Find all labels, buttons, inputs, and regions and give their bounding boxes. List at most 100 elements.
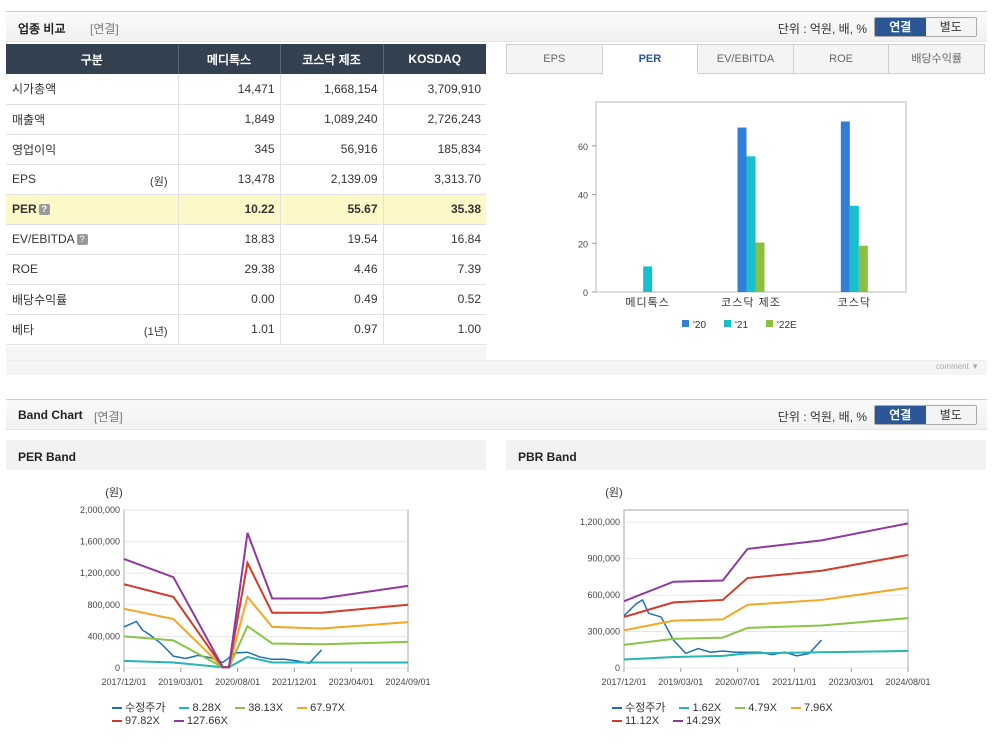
help-icon[interactable]: ?: [38, 204, 50, 216]
per-chart-panel: 0 20 40 60 메디톡스 코스닥 제조 코스닥 '20 '21 '22E: [506, 74, 985, 358]
table-row: 매출액 1,849 1,089,240 2,726,243: [6, 104, 486, 135]
unit-label: 단위 : 억원, 배, %: [777, 22, 867, 36]
tab-eps[interactable]: EPS: [507, 45, 603, 74]
x-tick-label: 2017/12/01: [101, 677, 146, 687]
legend-label: 127.66X: [186, 715, 228, 727]
legend-item: 11.12X: [612, 715, 659, 727]
row-unit: (1년): [143, 325, 168, 338]
help-icon[interactable]: ?: [76, 234, 88, 246]
cell-value: 1,089,240: [279, 104, 383, 135]
legend-item: 97.82X: [112, 715, 160, 727]
bar-0-1: [737, 127, 747, 292]
series-line-2: [623, 617, 909, 646]
legend-label: 14.29X: [686, 715, 721, 727]
tab-per[interactable]: PER: [602, 45, 699, 74]
cell-value: 10.22: [177, 194, 280, 225]
cell-value: 185,834: [382, 134, 486, 165]
y-tick-label: 1,200,000: [580, 517, 620, 527]
cell-value: 0.97: [279, 314, 383, 345]
row-label: 시가총액: [6, 74, 178, 105]
header-kosdaq: KOSDAQ: [383, 44, 486, 74]
cell-value: 16.84: [382, 224, 486, 255]
y-tick-label: 900,000: [587, 554, 620, 564]
consolidated-toggle: 연결 별도: [874, 17, 977, 37]
pbr-band-head: PBR Band: [506, 440, 986, 470]
consolidated-button[interactable]: 연결: [875, 18, 926, 36]
legend-line-icon: [112, 720, 122, 723]
header-kosdaq-mfg: 코스닥 제조: [280, 44, 384, 74]
x-tick-label: 2019/03/01: [658, 677, 703, 687]
x-tick-label: 2023/04/01: [329, 677, 374, 687]
comment-bar: comment ▼: [6, 360, 987, 375]
compare-table: 구분 메디톡스 코스닥 제조 KOSDAQ 시가총액 14,471 1,668,15…: [6, 44, 486, 345]
metric-tabs: EPS PER EV/EBITDA ROE 배당수익률: [506, 44, 985, 74]
legend-line-icon: [679, 707, 690, 710]
row-label-text: ROE: [12, 262, 39, 276]
bar-1-1: [746, 156, 756, 292]
row-label-text: EPS: [12, 172, 37, 186]
legend-label: 1.62X: [692, 702, 722, 714]
row-label: 배당수익률: [6, 284, 178, 315]
legend-label: 38.13X: [248, 702, 284, 714]
row-label: 영업이익: [6, 134, 178, 165]
legend-label: 11.12X: [625, 715, 660, 727]
cell-value: 13,478: [177, 164, 280, 195]
comment-link[interactable]: comment ▼: [935, 362, 979, 371]
y-tick-label: 300,000: [587, 627, 620, 637]
row-label: 매출액: [6, 104, 178, 135]
legend-line-icon: [112, 707, 122, 710]
legend-label: 8.28X: [192, 702, 222, 714]
legend-item: 67.97X: [297, 702, 345, 714]
legend-line-icon: [235, 707, 246, 710]
legend-item: 1.62X: [679, 702, 721, 714]
band-consolidated-button[interactable]: 연결: [875, 406, 926, 424]
cell-value: 3,313.70: [382, 164, 486, 195]
y-tick-label: 1,200,000: [80, 568, 120, 578]
cell-value: 29.38: [177, 254, 280, 285]
legend-item: 127.66X: [173, 715, 228, 727]
cell-value: 55.67: [279, 194, 383, 225]
x-tick-label: 2021/11/01: [772, 677, 816, 687]
row-label: PER?: [6, 194, 178, 225]
per-band-head: PER Band: [6, 440, 486, 470]
x-tick-label: 2024/09/01: [385, 677, 430, 687]
plot-frame: [123, 509, 409, 669]
legend-swatch: [766, 320, 773, 327]
row-label-text: 영업이익: [12, 142, 57, 157]
x-tick-label: 2021/12/01: [272, 677, 317, 687]
table-row: 배당수익률 0.00 0.49 0.52: [6, 284, 486, 315]
per-bar-chart: 0 20 40 60 메디톡스 코스닥 제조 코스닥 '20 '21 '22E: [578, 101, 907, 331]
x-tick-label: 메디톡스: [625, 296, 669, 309]
band-consolidated-toggle: 연결 별도: [874, 405, 977, 425]
per-band-title: PER Band: [18, 450, 77, 464]
legend-line-icon: [673, 720, 684, 723]
table-row: 시가총액 14,471 1,668,154 3,709,910: [6, 74, 486, 105]
tab-dividend-yield[interactable]: 배당수익률: [889, 45, 984, 74]
table-row: EV/EBITDA? 18.83 19.54 16.84: [6, 224, 486, 255]
cell-value: 1.00: [382, 314, 486, 345]
band-separate-button[interactable]: 별도: [925, 406, 976, 424]
cell-value: 345: [177, 134, 280, 165]
y-tick-label: 400,000: [87, 631, 120, 641]
cell-value: 14,471: [177, 74, 280, 105]
table-row: 베타 (1년) 1.01 0.97 1.00: [6, 314, 486, 345]
y-tick-label: 0: [615, 663, 620, 673]
y-tick-label: 600,000: [587, 590, 620, 600]
table-header-row: 구분 메디톡스 코스닥 제조 KOSDAQ: [6, 44, 486, 74]
separate-button[interactable]: 별도: [925, 18, 976, 36]
cell-value: 2,139.09: [279, 164, 383, 195]
band-unit-label: 단위 : 억원, 배, %: [777, 410, 867, 424]
x-tick-label: 2024/08/01: [885, 677, 930, 687]
series-line-5: [123, 532, 409, 669]
tab-roe[interactable]: ROE: [793, 45, 890, 74]
cell-value: 56,916: [279, 134, 383, 165]
cell-value: 18.83: [177, 224, 280, 255]
row-label-text: 배당수익률: [12, 292, 68, 307]
legend-swatch: [682, 320, 689, 327]
x-tick-label: 2019/03/01: [158, 677, 203, 687]
header-category: 구분: [6, 44, 179, 74]
legend-item: 7.96X: [790, 702, 833, 714]
row-label-text: EV/EBITDA: [12, 232, 75, 246]
tab-ev-ebitda[interactable]: EV/EBITDA: [698, 45, 794, 74]
legend-label: '21: [735, 320, 748, 331]
